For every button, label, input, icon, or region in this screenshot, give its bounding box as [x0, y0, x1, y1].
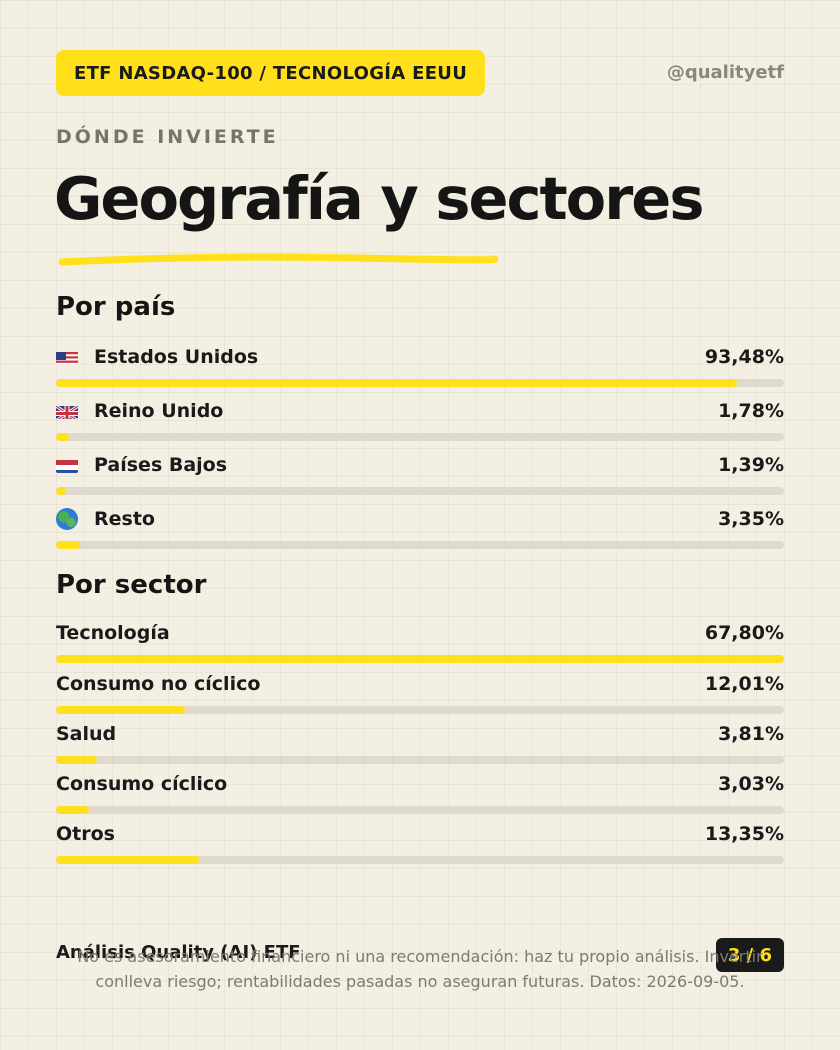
sector-value: 13,35%: [704, 823, 784, 845]
country-row-nl: Países Bajos 1,39%: [56, 451, 784, 495]
country-bar-track: [56, 379, 784, 387]
sector-bar-track: [56, 856, 784, 864]
country-value: 3,35%: [718, 508, 784, 530]
country-row-uk: Reino Unido 1,78%: [56, 397, 784, 441]
sector-row: Salud 3,81%: [56, 720, 784, 764]
section-kicker: DÓNDE INVIERTE: [56, 126, 279, 148]
sector-value: 67,80%: [704, 622, 784, 644]
sector-label: Tecnología: [56, 622, 170, 644]
page-counter-label: 3 / 6: [727, 944, 772, 966]
sector-bar-fill: [56, 806, 89, 814]
country-bar-fill: [56, 379, 737, 387]
country-label: Resto: [94, 508, 155, 530]
sector-row: Tecnología 67,80%: [56, 619, 784, 663]
country-bar-fill: [56, 541, 81, 549]
sector-bar-track: [56, 806, 784, 814]
country-value: 1,39%: [718, 454, 784, 476]
sector-label: Consumo no cíclico: [56, 673, 261, 695]
page-title: Geografía y sectores: [54, 164, 704, 233]
sector-row: Consumo cíclico 3,03%: [56, 770, 784, 814]
sector-bar-fill: [56, 856, 200, 864]
page-counter: 3 / 6: [715, 938, 784, 972]
sector-row: Consumo no cíclico 12,01%: [56, 670, 784, 714]
country-bar-fill: [56, 487, 67, 495]
sector-row: Otros 13,35%: [56, 820, 784, 864]
sector-bar-fill: [56, 655, 784, 663]
country-value: 1,78%: [718, 400, 784, 422]
globe-icon: [56, 508, 78, 530]
flag-nl-icon: [56, 458, 78, 473]
country-bar-fill: [56, 433, 69, 441]
country-bar-track: [56, 487, 784, 495]
sector-label: Salud: [56, 723, 117, 745]
flag-uk-icon: [56, 404, 78, 419]
country-value: 93,48%: [704, 346, 784, 368]
sector-bar-fill: [56, 756, 97, 764]
sector-bar-fill: [56, 706, 185, 714]
sector-label: Consumo cíclico: [56, 773, 228, 795]
country-bar-track: [56, 433, 784, 441]
country-label: Estados Unidos: [94, 346, 259, 368]
footer-brand: Análisis Quality (AI) ETF: [56, 942, 301, 963]
country-row-rest: Resto 3,35%: [56, 505, 784, 549]
country-bar-track: [56, 541, 784, 549]
country-label: Países Bajos: [94, 454, 228, 476]
sectors-section-title: Por sector: [56, 570, 207, 600]
sector-value: 3,03%: [718, 773, 784, 795]
sector-bar-track: [56, 756, 784, 764]
disclaimer: No es asesoramiento financiero ni una re…: [77, 947, 763, 991]
flag-us-icon: [56, 350, 78, 365]
sector-bar-track: [56, 655, 784, 663]
title-underline: [58, 253, 498, 266]
account-handle: @qualityetf: [666, 62, 784, 83]
category-tag-label: ETF NASDAQ-100 / TECNOLOGÍA EEUU: [74, 62, 468, 84]
sector-value: 12,01%: [704, 673, 784, 695]
category-tag: ETF NASDAQ-100 / TECNOLOGÍA EEUU: [56, 50, 486, 96]
sector-bar-track: [56, 706, 784, 714]
countries-section-title: Por país: [56, 292, 176, 322]
sector-label: Otros: [56, 823, 115, 845]
country-label: Reino Unido: [94, 400, 224, 422]
sector-value: 3,81%: [718, 723, 784, 745]
country-row-us: Estados Unidos 93,48%: [56, 343, 784, 387]
